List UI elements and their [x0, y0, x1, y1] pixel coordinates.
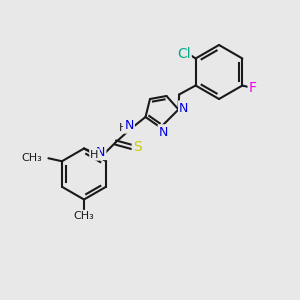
- Text: N: N: [96, 146, 105, 159]
- Text: F: F: [249, 82, 257, 95]
- Text: H: H: [90, 149, 99, 160]
- Text: CH₃: CH₃: [74, 211, 94, 221]
- Text: CH₃: CH₃: [22, 153, 42, 163]
- Text: H: H: [119, 122, 127, 133]
- Text: S: S: [133, 140, 142, 154]
- Text: N: N: [179, 101, 189, 115]
- Text: N: N: [159, 125, 168, 139]
- Text: Cl: Cl: [177, 47, 190, 61]
- Text: N: N: [124, 119, 134, 132]
